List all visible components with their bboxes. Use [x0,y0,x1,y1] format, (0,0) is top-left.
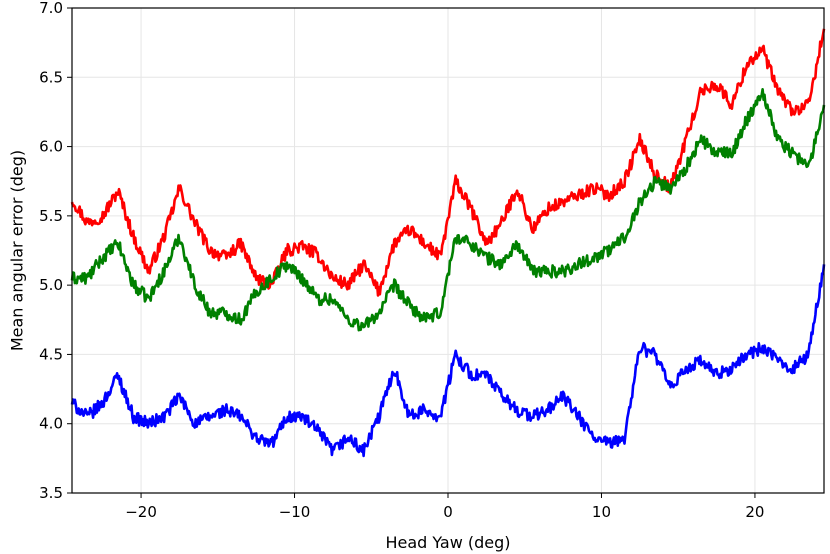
y-tick-label: 4.5 [39,345,63,363]
y-tick-label: 5.5 [39,207,63,225]
y-tick-label: 4.0 [39,415,63,433]
x-tick-label: 10 [592,503,611,521]
y-tick-label: 3.5 [39,484,63,502]
x-axis-ticks: −20 −10 0 10 20 [125,493,764,521]
series-line-3 [70,264,826,458]
x-tick-label: −10 [279,503,311,521]
series-line-1 [70,28,826,297]
series-lines [70,28,826,458]
y-tick-label: 7.0 [39,0,63,17]
grid-lines [72,7,824,494]
y-tick-label: 5.0 [39,276,63,294]
y-tick-label: 6.0 [39,138,63,156]
y-axis-label: Mean angular error (deg) [8,150,27,351]
y-axis-ticks: 3.5 4.0 4.5 5.0 5.5 6.0 6.5 7.0 [39,0,72,502]
x-tick-label: 0 [443,503,453,521]
y-tick-label: 6.5 [39,68,63,86]
series-line-2 [70,88,826,332]
x-tick-label: 20 [745,503,764,521]
x-tick-label: −20 [125,503,157,521]
x-axis-label: Head Yaw (deg) [385,533,510,552]
